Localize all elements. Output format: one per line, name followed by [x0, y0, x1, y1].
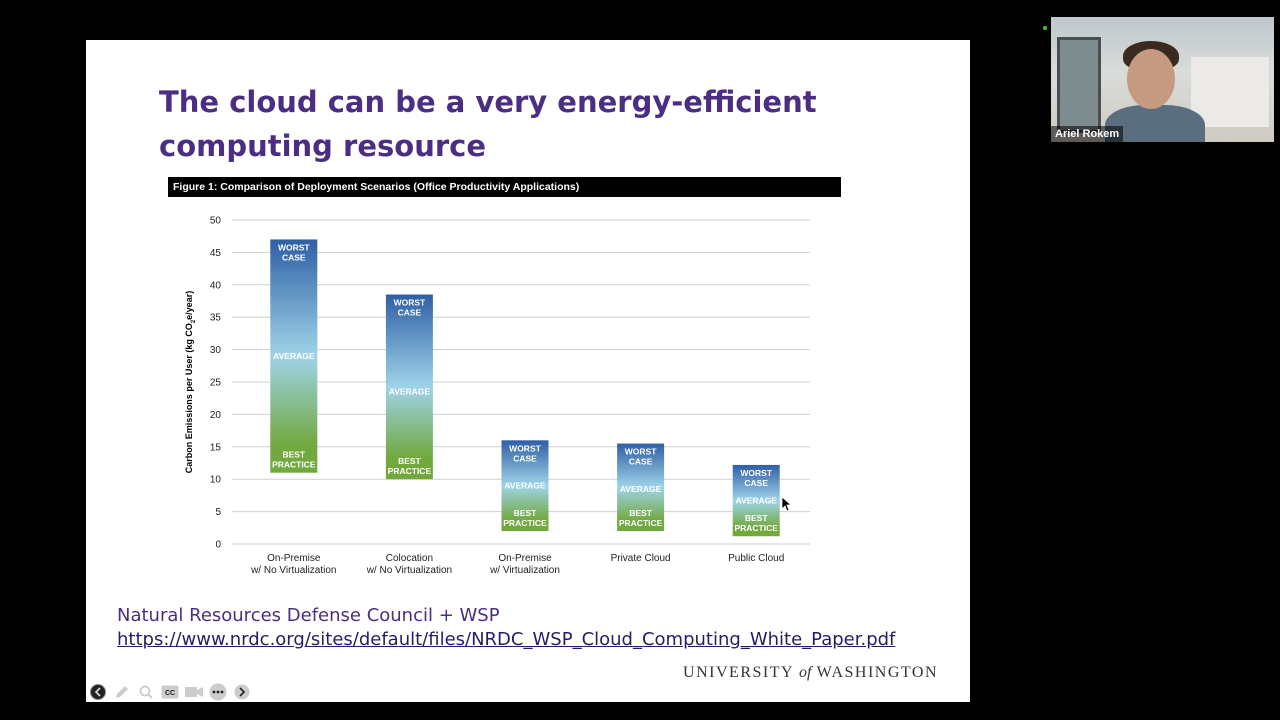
worst-case-label: CASE	[744, 478, 768, 488]
slide-toolbar: CC	[88, 682, 252, 702]
best-practice-label: PRACTICE	[619, 518, 663, 528]
captions-icon[interactable]: CC	[160, 682, 180, 702]
x-category-label: On-Premise	[498, 553, 552, 564]
zoom-icon[interactable]	[136, 682, 156, 702]
y-tick-label: 10	[210, 475, 222, 486]
worst-case-label: WORST	[740, 468, 772, 478]
worst-case-label: CASE	[629, 457, 653, 467]
y-tick-label: 15	[210, 442, 222, 453]
video-background-window	[1057, 37, 1101, 133]
average-label: AVERAGE	[620, 484, 662, 494]
y-tick-label: 25	[210, 378, 222, 389]
worst-case-label: CASE	[513, 453, 537, 463]
camera-icon[interactable]	[184, 682, 204, 702]
y-tick-label: 30	[210, 345, 222, 356]
emissions-bar-chart: Carbon Emissions per User (kg CO2e/year)…	[184, 216, 810, 576]
svg-text:CC: CC	[165, 690, 175, 697]
worst-case-label: CASE	[282, 252, 306, 262]
average-label: AVERAGE	[273, 351, 315, 361]
best-practice-label: BEST	[745, 513, 768, 523]
mouse-cursor-icon	[781, 496, 791, 512]
average-label: AVERAGE	[735, 496, 777, 506]
back-arrow-icon[interactable]	[88, 682, 108, 702]
x-category-label: Public Cloud	[728, 553, 784, 564]
best-practice-label: PRACTICE	[388, 466, 432, 476]
best-practice-label: BEST	[629, 508, 652, 518]
x-category-label: w/ No Virtualization	[250, 565, 336, 576]
y-tick-label: 40	[210, 280, 222, 291]
university-logo: UNIVERSITY of WASHINGTON	[683, 664, 938, 682]
range-bar	[732, 464, 780, 537]
worst-case-label: CASE	[398, 308, 422, 318]
best-practice-label: BEST	[514, 508, 537, 518]
range-bar	[617, 443, 665, 532]
participant-name: Ariel Rokem	[1051, 126, 1124, 142]
best-practice-label: BEST	[398, 456, 421, 466]
average-label: AVERAGE	[504, 481, 546, 491]
y-tick-label: 5	[215, 507, 221, 518]
worst-case-label: WORST	[509, 443, 541, 453]
y-axis-label: Carbon Emissions per User (kg CO2e/year)	[184, 291, 197, 473]
logo-of: of	[798, 664, 812, 681]
y-tick-label: 45	[210, 248, 222, 259]
best-practice-label: BEST	[282, 450, 305, 460]
forward-arrow-icon[interactable]	[232, 682, 252, 702]
slide-title-line-2: computing resource	[159, 129, 487, 163]
participant-video-tile[interactable]: Ariel Rokem	[1051, 17, 1274, 142]
presentation-slide: The cloud can be a very energy-efficient…	[86, 40, 970, 702]
pen-icon[interactable]	[112, 682, 132, 702]
source-link[interactable]: https://www.nrdc.org/sites/default/files…	[117, 629, 896, 650]
best-practice-label: PRACTICE	[503, 518, 547, 528]
y-tick-label: 20	[210, 410, 222, 421]
best-practice-label: PRACTICE	[272, 460, 316, 470]
worst-case-label: WORST	[278, 242, 310, 252]
connection-status-dot	[1043, 26, 1047, 30]
x-category-label: Private Cloud	[611, 553, 671, 564]
range-bar	[385, 294, 433, 480]
worst-case-label: WORST	[394, 298, 426, 308]
logo-part-1: UNIVERSITY	[683, 664, 794, 681]
source-credit: Natural Resources Defense Council + WSP	[117, 605, 500, 626]
average-label: AVERAGE	[389, 387, 431, 397]
figure-header: Figure 1: Comparison of Deployment Scena…	[168, 177, 841, 197]
range-bar	[270, 239, 318, 473]
slide-title-line-1: The cloud can be a very energy-efficient	[159, 85, 817, 119]
worst-case-label: WORST	[625, 447, 657, 457]
video-background-whiteboard	[1191, 57, 1269, 127]
y-tick-label: 35	[210, 313, 222, 324]
more-icon[interactable]	[208, 682, 228, 702]
logo-part-2: WASHINGTON	[816, 664, 938, 681]
y-tick-label: 50	[210, 216, 222, 227]
slide-title: The cloud can be a very energy-efficient…	[159, 80, 859, 168]
range-bar	[501, 440, 549, 532]
best-practice-label: PRACTICE	[734, 523, 778, 533]
participant-head	[1127, 49, 1175, 109]
y-tick-label: 0	[215, 540, 221, 551]
x-category-label: w/ No Virtualization	[366, 565, 452, 576]
x-category-label: On-Premise	[267, 553, 321, 564]
x-category-label: Colocation	[386, 553, 433, 564]
x-category-label: w/ Virtualization	[489, 565, 560, 576]
